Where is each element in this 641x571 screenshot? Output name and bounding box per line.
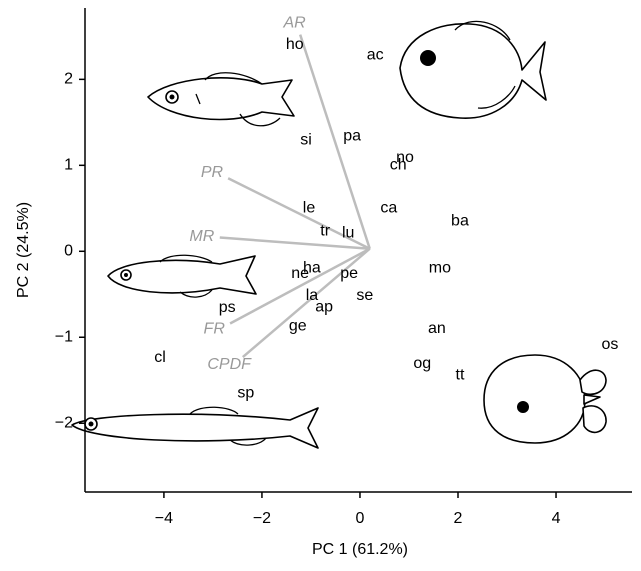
point-label: ch [390,157,407,174]
point-label: se [356,287,373,304]
point-label: ac [367,47,384,64]
loading-label: FR [204,320,226,337]
point-label: sp [237,384,254,401]
point-label: ps [219,299,236,316]
x-tick-label: −4 [155,510,173,527]
y-tick-label: −1 [55,328,73,345]
point-label: ap [315,298,333,315]
point-label: ha [303,260,321,277]
point-label: si [300,132,312,149]
point-label: an [428,320,446,337]
point-label: ca [380,200,397,217]
loading-label: CPDF [207,356,252,373]
y-axis-label: PC 2 (24.5%) [15,202,32,298]
chart: PC 1 (61.2%) PC 2 (24.5%) −4 −2 0 2 4 −2 −1 0 1 2… [0,0,641,571]
y-tick-label: 0 [64,243,73,260]
point-label: os [601,336,618,353]
point-label: mo [429,260,451,277]
point-label: og [413,355,431,372]
y-tick-label: −2 [55,414,73,431]
point-label: ba [451,212,469,229]
loading-label: MR [189,228,214,245]
point-label: ho [286,36,304,53]
y-tick-label: 2 [64,71,73,88]
x-tick-label: 4 [552,510,561,527]
x-tick-label: 0 [356,510,365,527]
x-axis-label: PC 1 (61.2%) [312,541,408,558]
loading-label: AR [282,14,306,31]
point-label: lu [342,224,354,241]
x-tick-label: −2 [253,510,271,527]
point-label: tr [320,223,330,240]
point-label: cl [154,349,166,366]
point-label: pe [340,265,358,282]
x-tick-label: 2 [454,510,463,527]
point-label: tt [456,366,465,383]
point-label: le [303,200,316,217]
point-label: pa [343,127,361,144]
point-label: ge [289,317,307,334]
y-tick-label: 1 [64,157,73,174]
loading-label: PR [201,164,224,181]
